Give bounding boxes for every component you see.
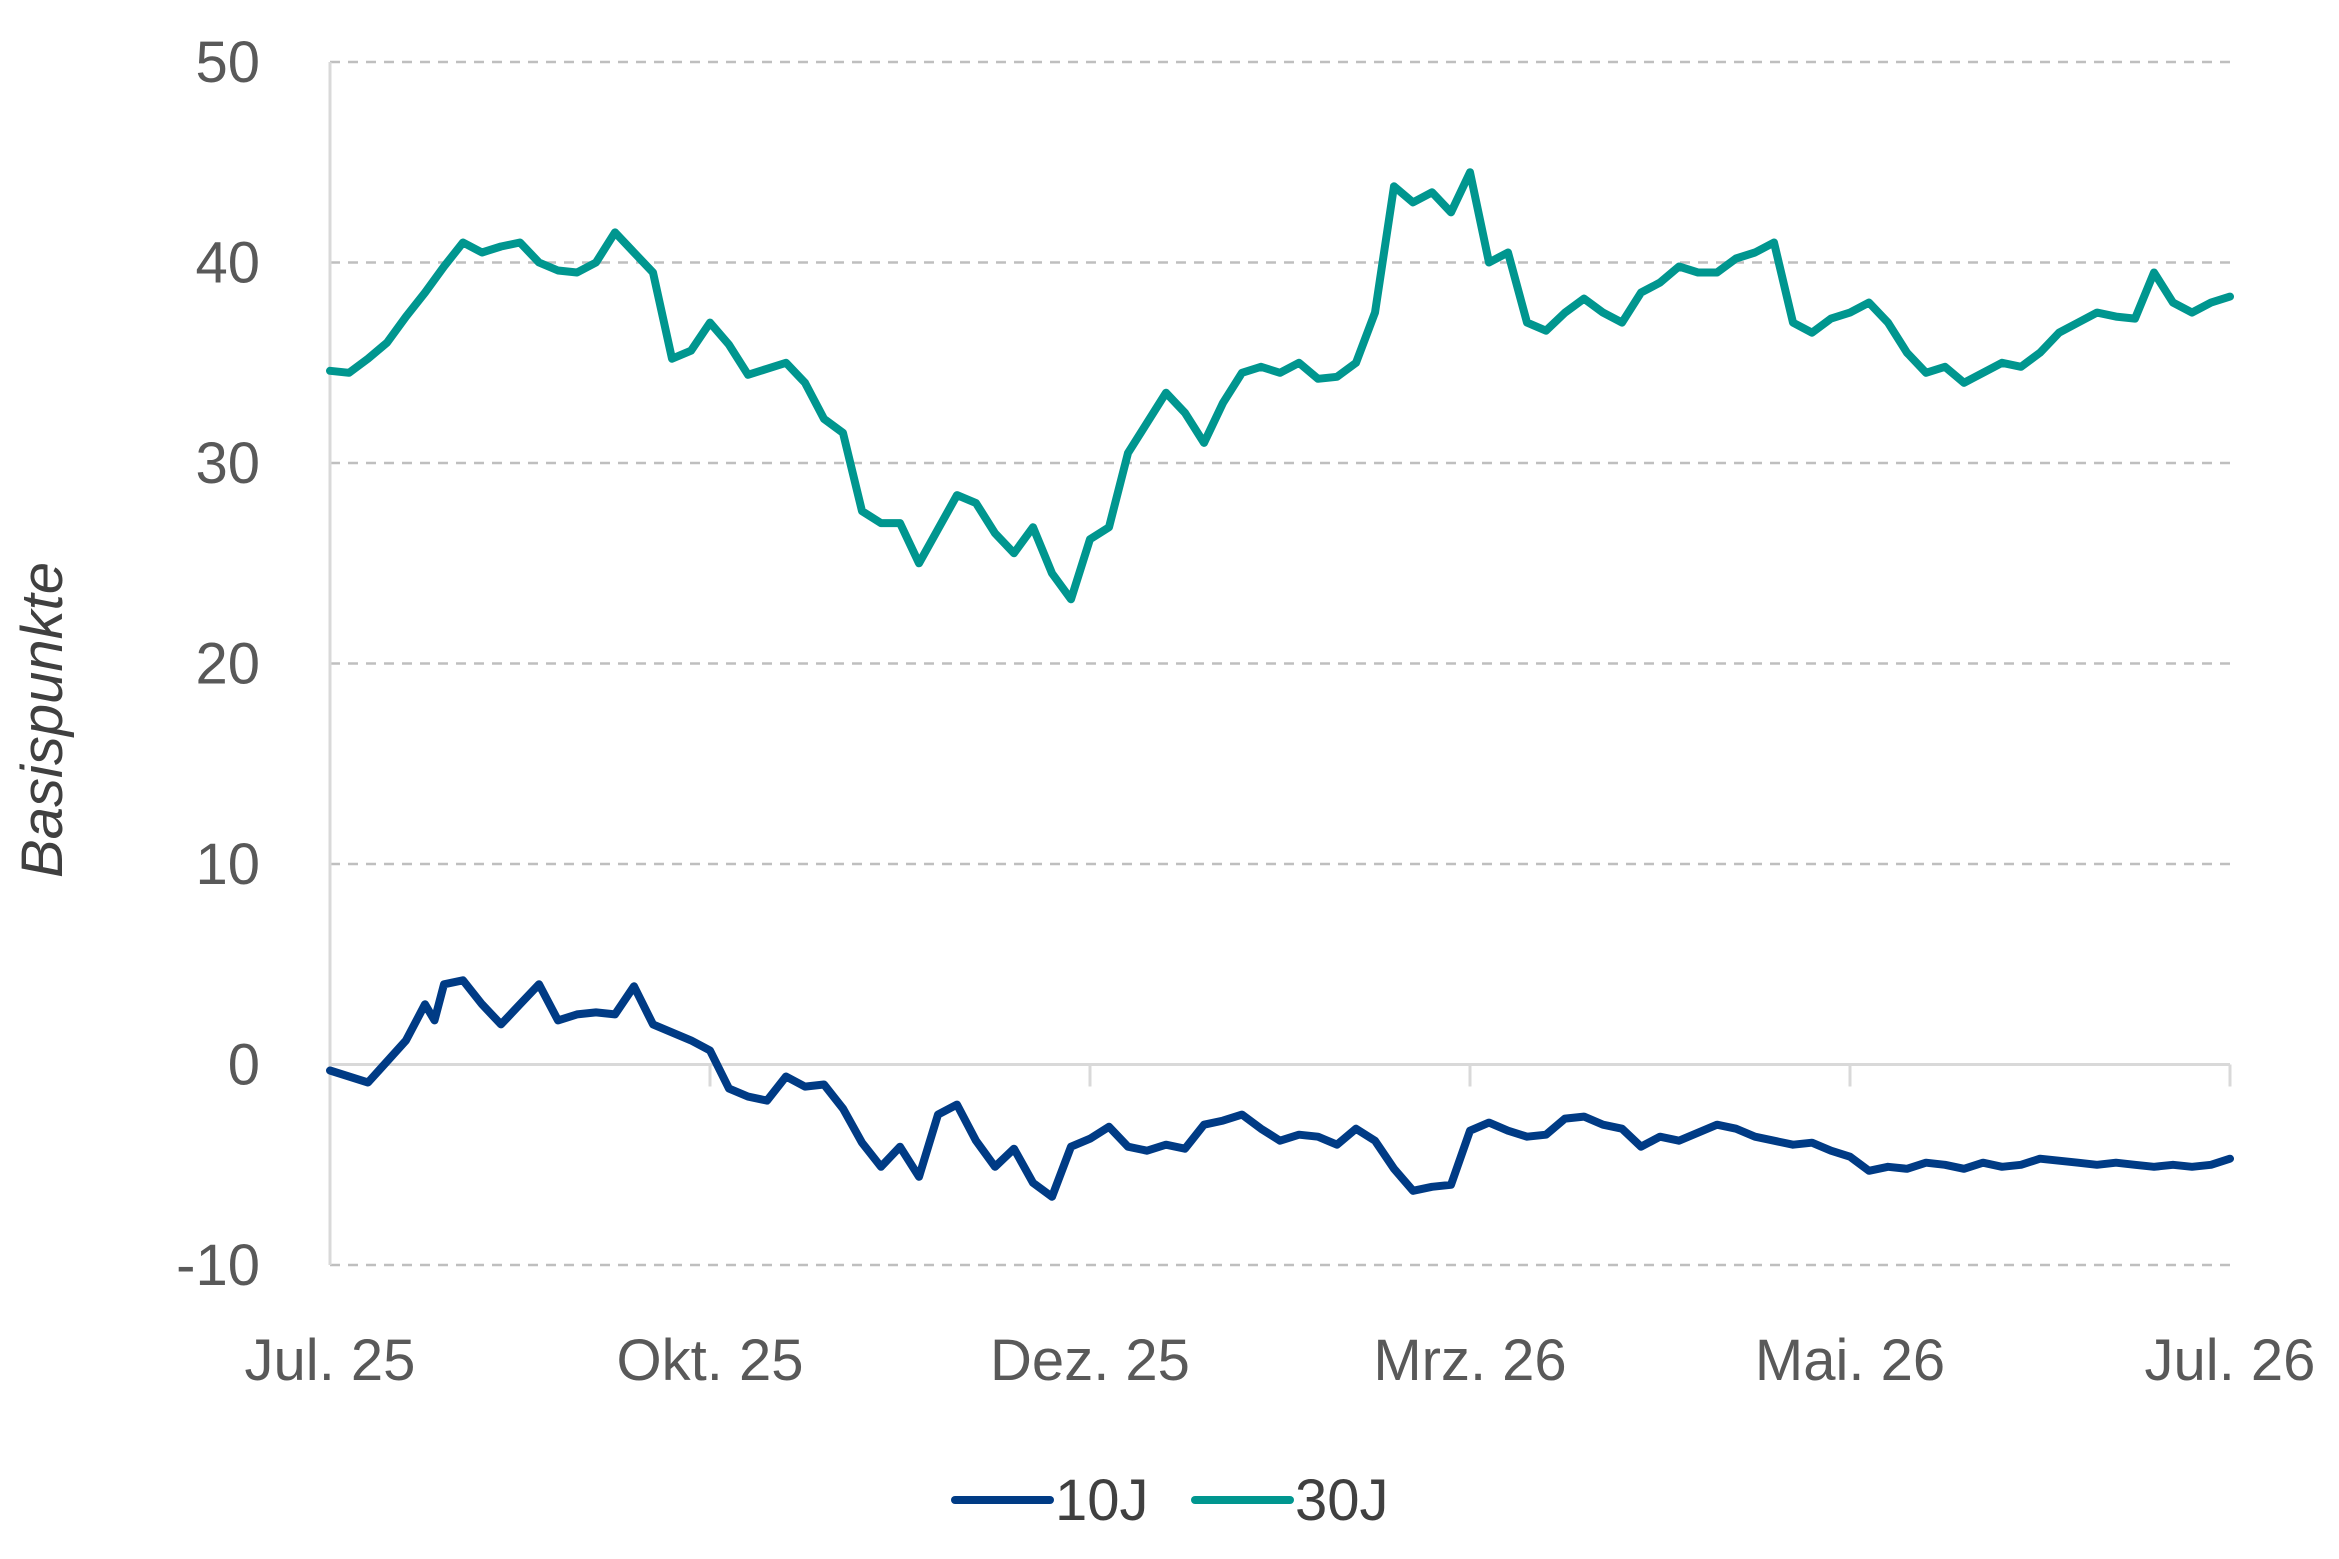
legend-label-10j: 10J xyxy=(1055,1468,1149,1533)
series-line-10j xyxy=(326,976,2234,1201)
grid-lines xyxy=(330,60,2230,1267)
y-tick-labels: -10 0 10 20 30 40 50 xyxy=(176,30,260,1298)
y-tick-label: 0 xyxy=(228,1033,260,1098)
y-tick-label: -10 xyxy=(176,1233,260,1298)
axes xyxy=(328,62,2232,1265)
x-tick-label: Jul. 26 xyxy=(2145,1328,2316,1393)
y-tick-label: 30 xyxy=(195,431,260,496)
y-tick-label: 50 xyxy=(195,30,260,95)
y-axis-label: Basispunkte xyxy=(10,562,75,878)
x-tick-label: Mrz. 26 xyxy=(1373,1328,1566,1393)
legend-label-30j: 30J xyxy=(1295,1468,1389,1533)
x-tick-labels: Jul. 25 Okt. 25 Dez. 25 Mrz. 26 Mai. 26 Jul. … xyxy=(245,1328,2316,1393)
y-tick-label: 40 xyxy=(195,231,260,296)
x-tick-label: Okt. 25 xyxy=(617,1328,804,1393)
series-lines xyxy=(326,168,2234,1201)
x-tick-label: Mai. 26 xyxy=(1755,1328,1945,1393)
series-line-30j xyxy=(326,168,2234,604)
y-tick-label: 10 xyxy=(195,832,260,897)
legend: 10J 30J xyxy=(951,1468,1389,1533)
y-tick-label: 20 xyxy=(195,632,260,697)
x-tick-label: Jul. 25 xyxy=(245,1328,416,1393)
x-tick-label: Dez. 25 xyxy=(990,1328,1190,1393)
